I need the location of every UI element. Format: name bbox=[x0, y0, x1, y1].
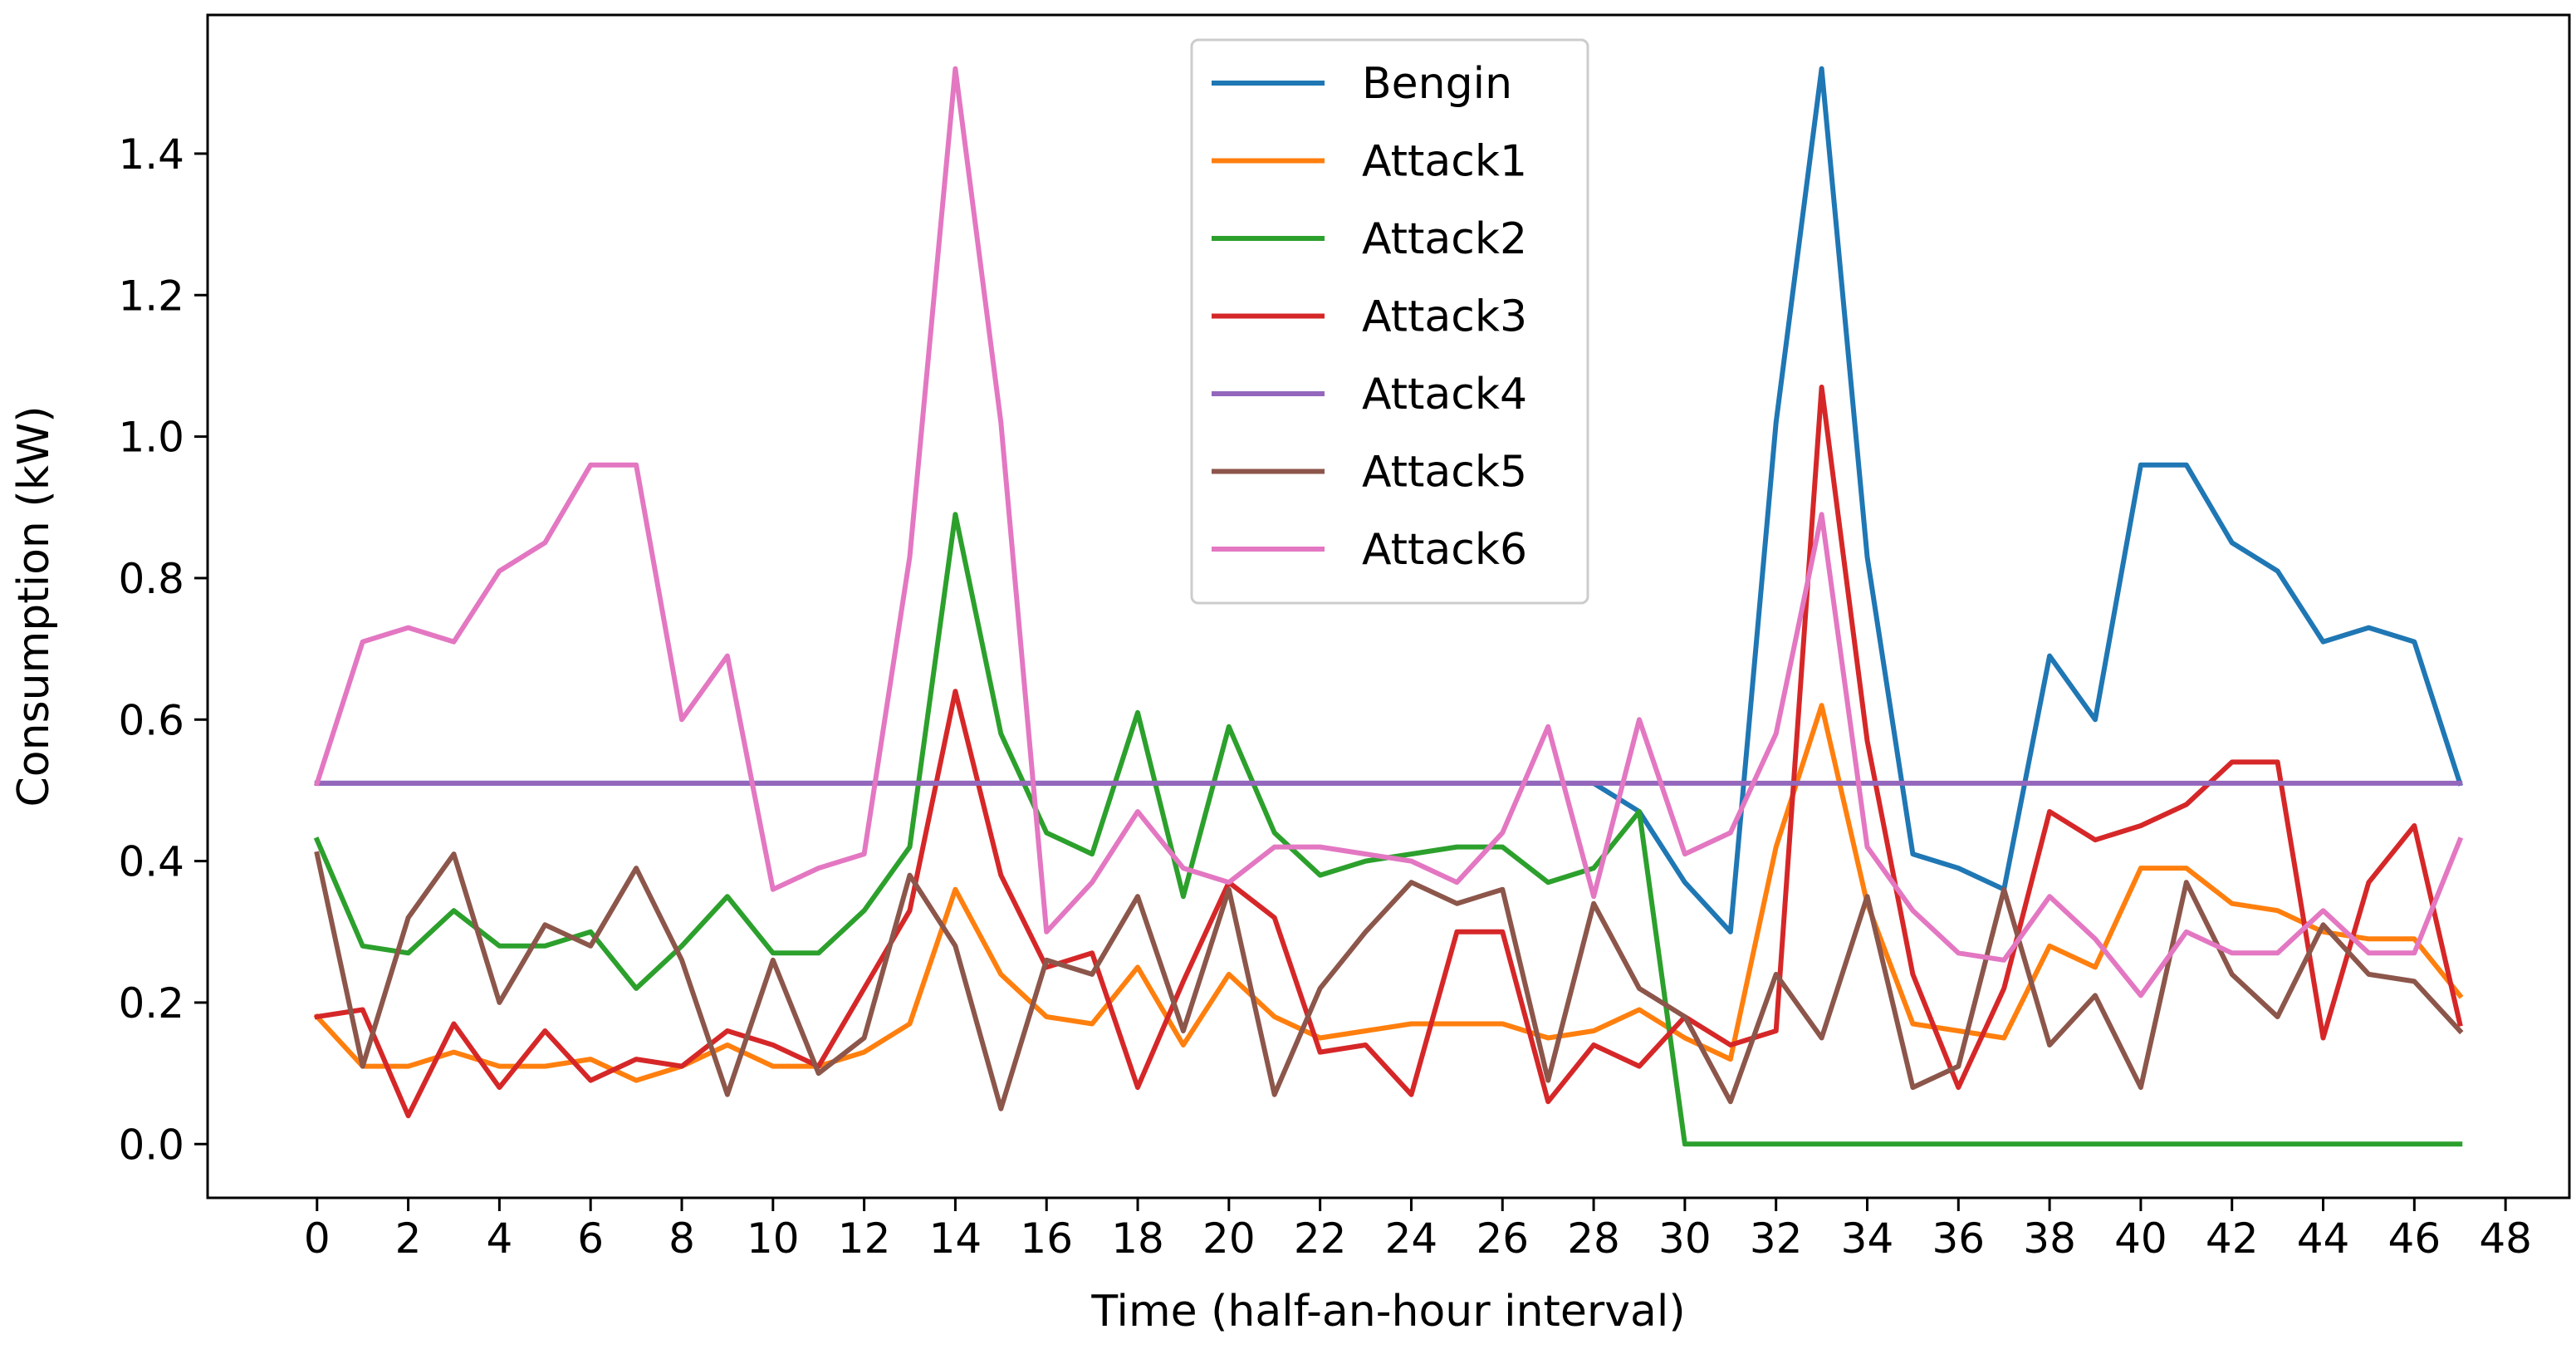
legend: Bengin Attack1 Attack2 Attack3 Attack4 Attack… bbox=[1190, 38, 1589, 605]
x-tick-label: 24 bbox=[1385, 1214, 1438, 1263]
x-tick-label: 16 bbox=[1020, 1214, 1073, 1263]
x-tick-label: 34 bbox=[1841, 1214, 1894, 1263]
series-line-attack6 bbox=[314, 66, 2464, 998]
x-tick-label: 38 bbox=[2023, 1214, 2076, 1263]
x-tick-label: 42 bbox=[2206, 1214, 2259, 1263]
x-tick-label: 30 bbox=[1658, 1214, 1712, 1263]
x-tick-label: 8 bbox=[668, 1214, 695, 1263]
x-tick-label: 12 bbox=[838, 1214, 891, 1263]
x-tick-label: 0 bbox=[304, 1214, 331, 1263]
x-axis-label: Time (half-an-hour interval) bbox=[1090, 1287, 1685, 1337]
x-tick-label: 4 bbox=[486, 1214, 512, 1263]
y-tick-label: 1.2 bbox=[118, 272, 184, 320]
legend-label-attack3: Attack3 bbox=[1362, 292, 1527, 342]
x-tick-label: 26 bbox=[1476, 1214, 1529, 1263]
x-tick-label: 36 bbox=[1932, 1214, 1985, 1263]
x-tick-label: 18 bbox=[1111, 1214, 1164, 1263]
y-axis-ticks: 0.0 0.2 0.4 0.6 0.8 1.0 1.2 1.4 bbox=[118, 130, 208, 1169]
series-line-attack3 bbox=[314, 385, 2463, 1119]
x-tick-label: 14 bbox=[929, 1214, 982, 1263]
x-tick-label: 48 bbox=[2479, 1214, 2532, 1263]
series-layer bbox=[313, 66, 2464, 1147]
legend-label-attack6: Attack6 bbox=[1362, 525, 1527, 575]
y-tick-label: 0.2 bbox=[118, 979, 184, 1028]
legend-label-attack4: Attack4 bbox=[1362, 370, 1527, 419]
x-tick-label: 44 bbox=[2297, 1214, 2350, 1263]
x-tick-label: 32 bbox=[1750, 1214, 1803, 1263]
series-line-attack5 bbox=[314, 851, 2464, 1111]
x-tick-label: 40 bbox=[2114, 1214, 2167, 1263]
legend-label-attack2: Attack2 bbox=[1362, 214, 1527, 264]
legend-label-bengin: Bengin bbox=[1362, 59, 1512, 109]
x-tick-label: 46 bbox=[2388, 1214, 2441, 1263]
legend-items: Bengin Attack1 Attack2 Attack3 Attack4 Attack… bbox=[1212, 59, 1527, 575]
y-tick-label: 1.4 bbox=[118, 130, 184, 179]
y-tick-label: 0.6 bbox=[118, 696, 184, 744]
x-tick-label: 22 bbox=[1294, 1214, 1347, 1263]
y-tick-label: 1.0 bbox=[118, 414, 184, 462]
legend-frame bbox=[1190, 38, 1589, 605]
y-tick-label: 0.0 bbox=[118, 1121, 184, 1169]
x-tick-label: 2 bbox=[395, 1214, 422, 1263]
y-axis-label: Consumption (kW) bbox=[9, 405, 59, 807]
x-tick-label: 6 bbox=[577, 1214, 604, 1263]
x-tick-label: 28 bbox=[1567, 1214, 1620, 1263]
y-tick-label: 0.8 bbox=[118, 555, 184, 603]
legend-label-attack5: Attack5 bbox=[1362, 448, 1527, 498]
x-tick-label: 10 bbox=[747, 1214, 800, 1263]
plot-frame bbox=[206, 13, 2571, 1199]
y-tick-label: 0.4 bbox=[118, 838, 184, 886]
x-tick-label: 20 bbox=[1202, 1214, 1256, 1263]
x-axis-ticks: 0 2 4 6 8 10 12 14 16 18 20 22 24 26 28 30 32 34 36 38 40 42 4… bbox=[304, 1198, 2532, 1263]
legend-label-attack1: Attack1 bbox=[1362, 137, 1527, 187]
